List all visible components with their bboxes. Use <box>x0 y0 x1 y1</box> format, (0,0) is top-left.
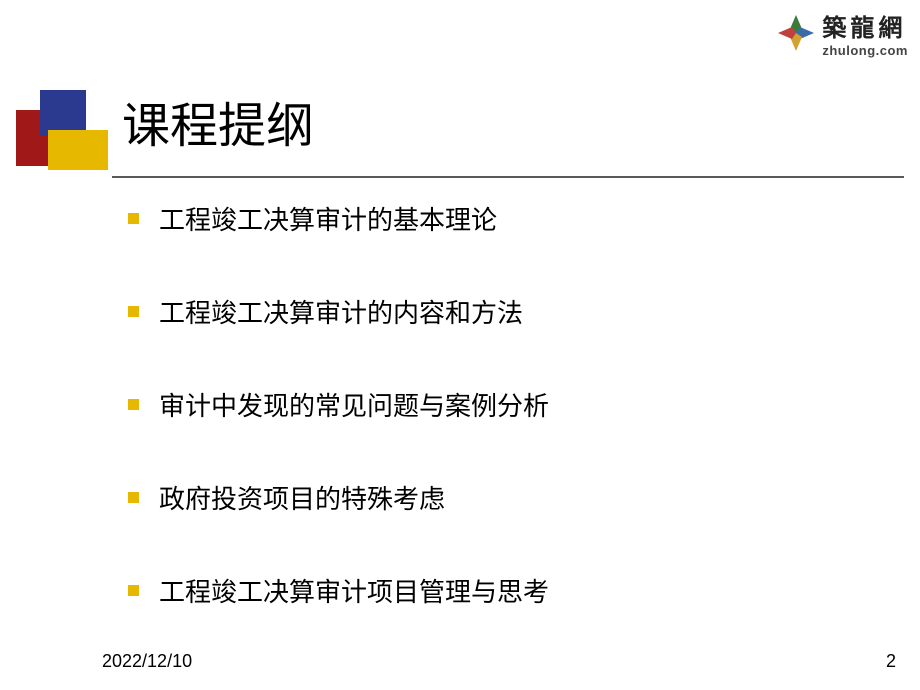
list-item: 工程竣工决算审计项目管理与思考 <box>128 572 549 609</box>
list-item-label: 工程竣工决算审计的内容和方法 <box>159 293 523 330</box>
list-item: 审计中发现的常见问题与案例分析 <box>128 386 549 423</box>
footer-page-number: 2 <box>886 651 896 672</box>
logo-name-cn: 築龍網 <box>822 8 908 43</box>
list-item: 工程竣工决算审计的基本理论 <box>128 200 549 237</box>
list-item-label: 工程竣工决算审计项目管理与思考 <box>159 572 549 609</box>
bullet-icon <box>128 213 139 224</box>
list-item-label: 政府投资项目的特殊考虑 <box>159 479 445 516</box>
logo-area: 築龍網 zhulong.com <box>776 8 908 58</box>
list-item: 政府投资项目的特殊考虑 <box>128 479 549 516</box>
list-item-label: 审计中发现的常见问题与案例分析 <box>159 386 549 423</box>
logo-text: 築龍網 zhulong.com <box>822 8 908 58</box>
list-item: 工程竣工决算审计的内容和方法 <box>128 293 549 330</box>
title-rule <box>112 176 904 178</box>
footer-date: 2022/12/10 <box>102 651 192 672</box>
page-title: 课程提纲 <box>122 86 314 156</box>
decor-yellow-square <box>48 130 108 170</box>
outline-list: 工程竣工决算审计的基本理论 工程竣工决算审计的内容和方法 审计中发现的常见问题与… <box>128 200 549 665</box>
logo-icon <box>776 13 816 53</box>
list-item-label: 工程竣工决算审计的基本理论 <box>159 200 497 237</box>
bullet-icon <box>128 492 139 503</box>
bullet-icon <box>128 585 139 596</box>
title-decor-squares <box>16 90 106 180</box>
bullet-icon <box>128 306 139 317</box>
logo-name-en: zhulong.com <box>822 43 908 58</box>
bullet-icon <box>128 399 139 410</box>
